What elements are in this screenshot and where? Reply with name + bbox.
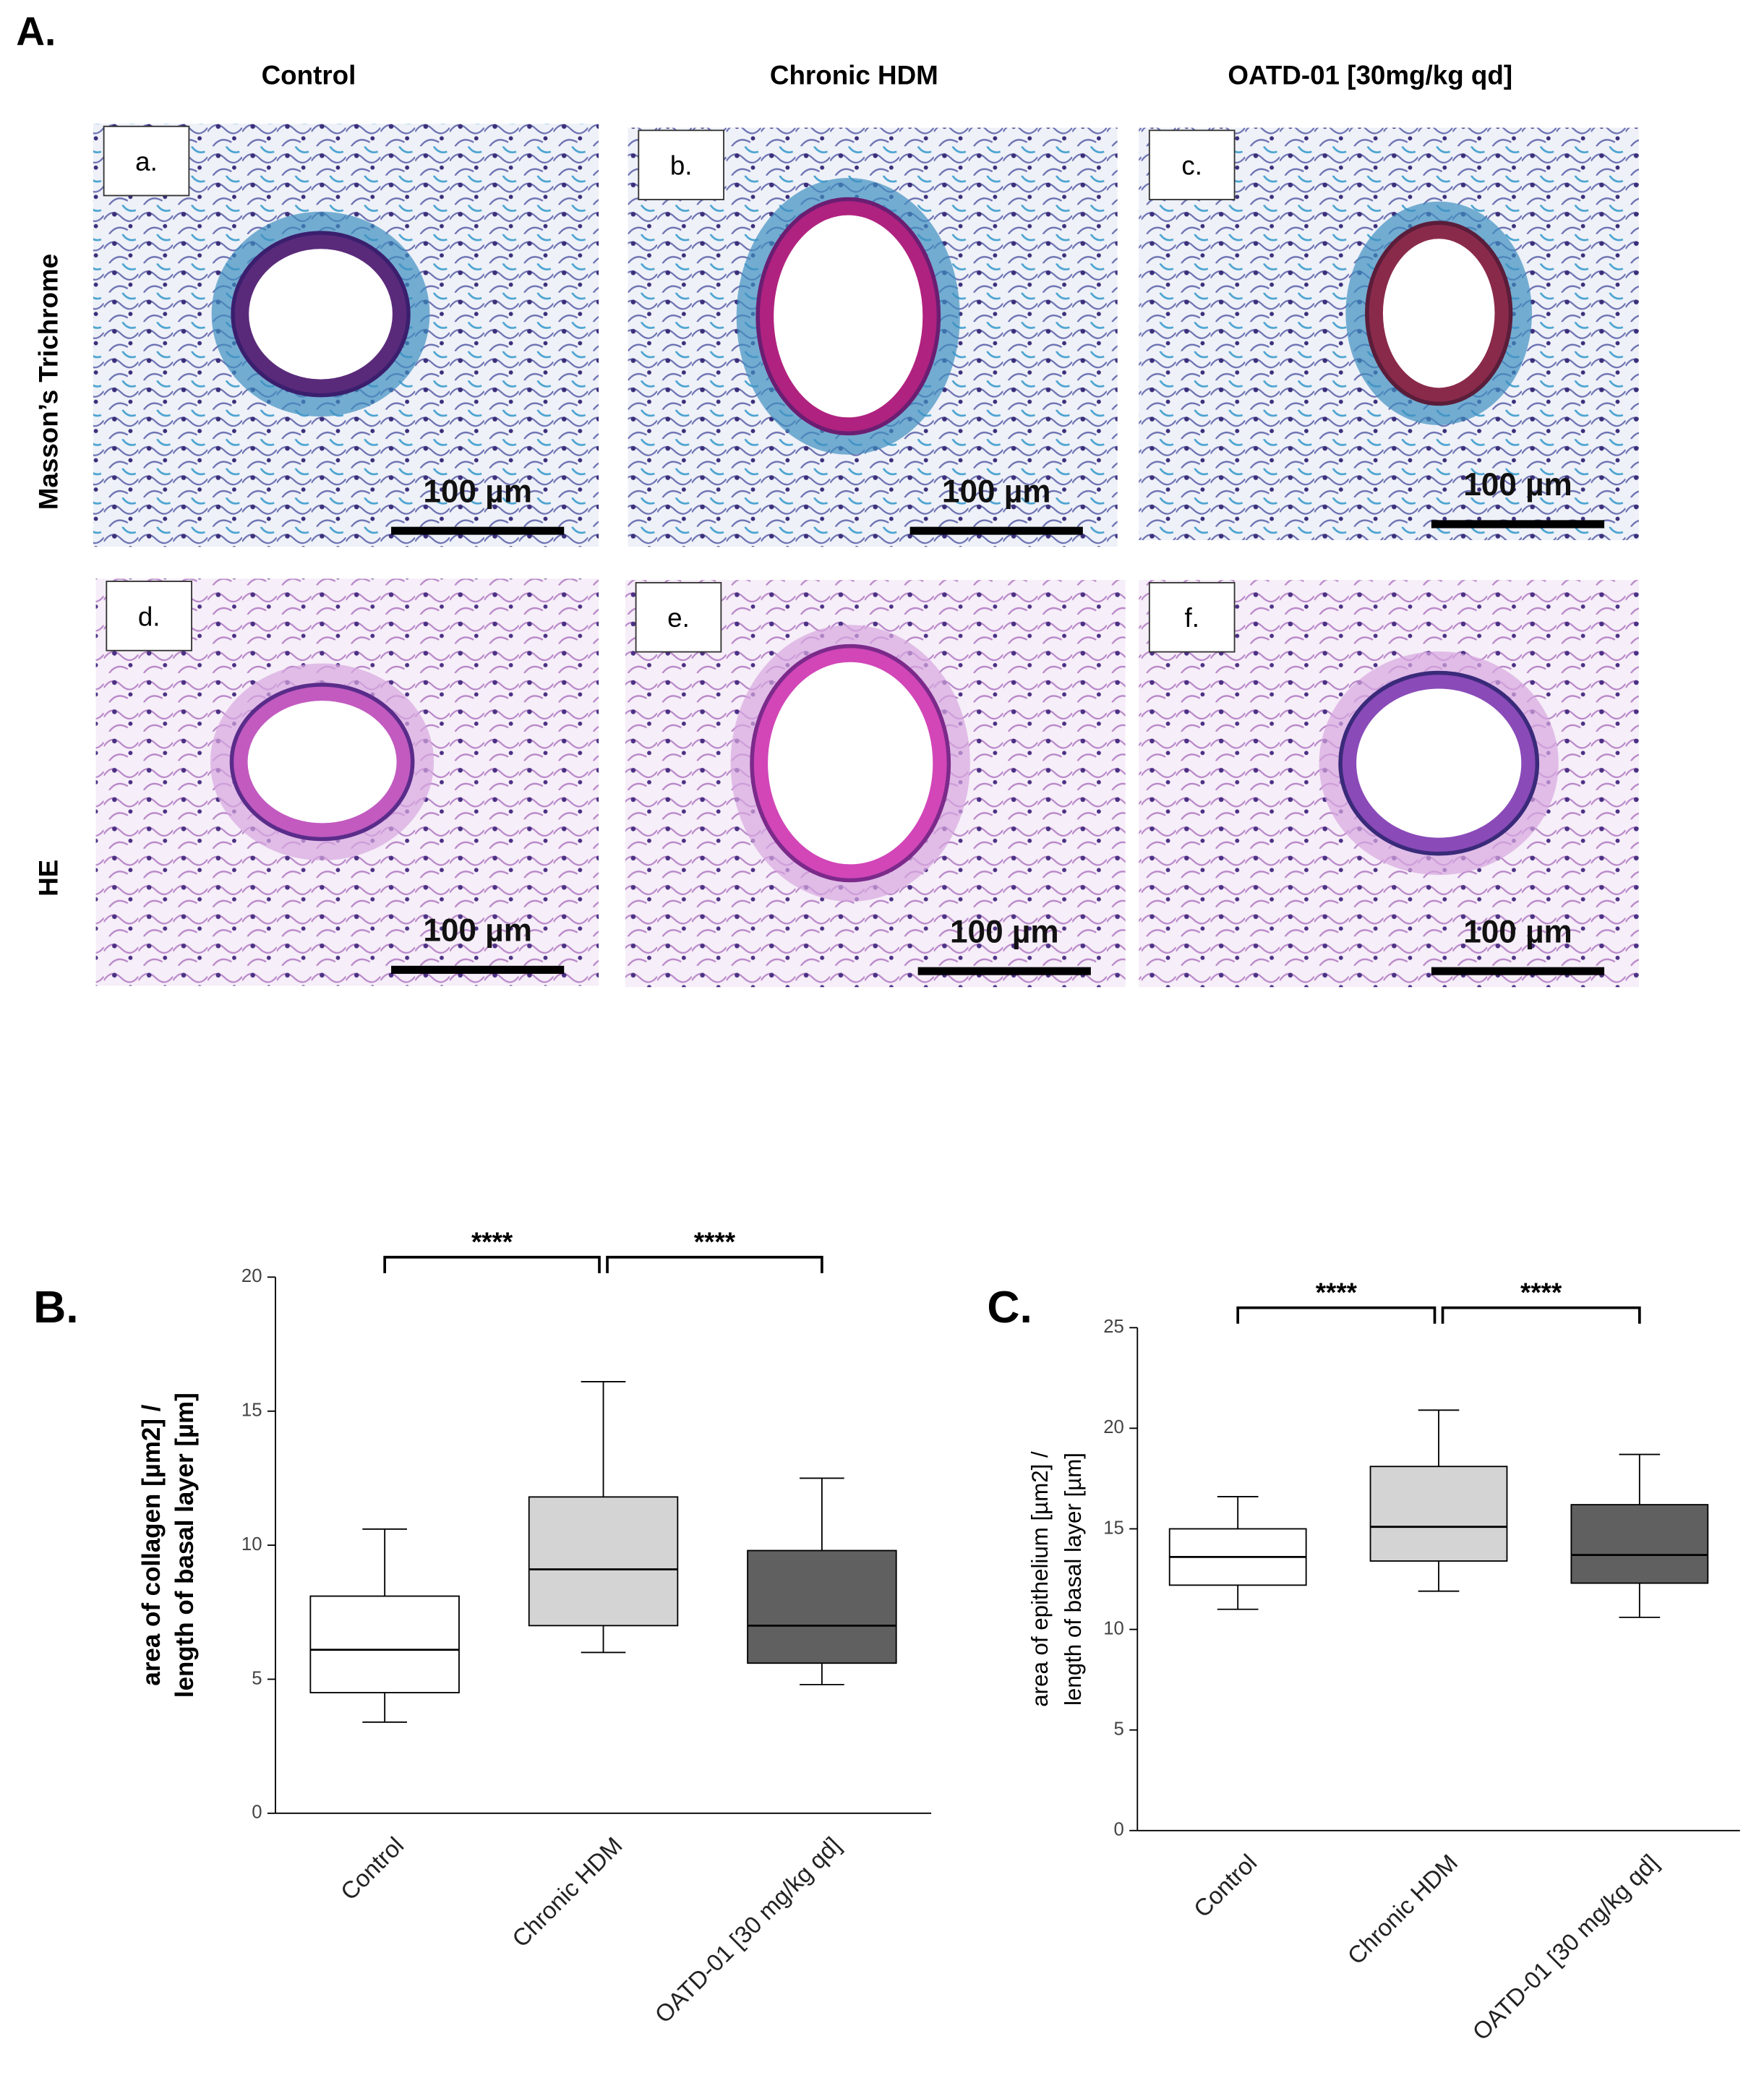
row-label: Masson’s Trichrome	[34, 254, 64, 510]
airway-epithelium	[1366, 223, 1511, 404]
box	[309, 1595, 460, 1693]
airway-wall	[1319, 651, 1559, 876]
significance-bracket	[1236, 1306, 1437, 1324]
airway-epithelium	[1340, 672, 1538, 854]
panel-a: A. Control Chronic HDM OATD-01 [30mg/kg qd]…	[16, 9, 1639, 988]
y-tick-label: 0	[252, 1803, 262, 1823]
panel-letter: b.	[670, 151, 693, 181]
histology-image: f. 100 µm	[1139, 580, 1639, 988]
airway-wall	[736, 178, 960, 455]
y-tick-label: 5	[1114, 1719, 1124, 1739]
panel-label: B.	[33, 1282, 79, 1333]
row-label: HE	[34, 860, 64, 897]
airway-wall	[211, 211, 430, 417]
scale-bar-label: 100 µm	[423, 912, 532, 948]
y-tick-label: 15	[1103, 1518, 1124, 1538]
x-tick-label: Chronic HDM	[1343, 1850, 1463, 1970]
column-title: Chronic HDM	[770, 60, 938, 90]
charts: B.area of collagen [µm2] / length of basa…	[33, 1227, 1740, 2046]
y-axis-label: length of basal layer [µm]	[171, 1393, 199, 1698]
box	[528, 1496, 679, 1627]
panel-letter-box	[638, 129, 724, 200]
x-tick-label: OATD-01 [30 mg/kg qd]	[1468, 1850, 1664, 2046]
significance-label: ****	[694, 1227, 736, 1257]
y-tick-label: 5	[252, 1668, 262, 1688]
box	[1570, 1504, 1709, 1584]
airway-basal	[750, 644, 951, 883]
histology-image: a. 100 µm	[93, 124, 599, 547]
y-tick-label: 20	[1103, 1417, 1124, 1437]
significance-bracket	[606, 1255, 823, 1273]
column-title: Control	[262, 60, 356, 90]
y-axis-label: area of collagen [µm2] /	[137, 1404, 166, 1685]
y-axis-label: length of basal layer [µm]	[1061, 1453, 1086, 1706]
y-tick-label: 10	[1103, 1618, 1124, 1638]
histology-image: c. 100 µm	[1139, 127, 1639, 541]
scale-bar-label: 100 µm	[950, 914, 1059, 949]
panel-letter-box	[103, 125, 190, 197]
x-tick-label: Chronic HDM	[508, 1832, 628, 1953]
column-title: OATD-01 [30mg/kg qd]	[1228, 60, 1512, 90]
panel-letter-box	[635, 581, 722, 653]
y-axis-label: area of epithelium [µm2] /	[1027, 1451, 1053, 1707]
airway-epithelium	[233, 233, 408, 395]
box-chart: B. area of collagen [µm2] / length of basa…	[33, 1227, 932, 2029]
scale-bar-label: 100 µm	[1463, 914, 1572, 949]
panel-letter-box	[106, 581, 192, 651]
histology-image: b. 100 µm	[628, 127, 1118, 547]
y-tick-label: 0	[1114, 1820, 1124, 1840]
panel-letter-box	[1148, 581, 1236, 653]
box	[1369, 1466, 1508, 1562]
box	[747, 1549, 897, 1664]
panel-label: A.	[16, 9, 56, 54]
panel-letter: c.	[1181, 151, 1202, 181]
histology-image: e. 100 µm	[625, 580, 1126, 988]
airway-wall	[210, 663, 434, 860]
airway-basal	[1338, 670, 1540, 856]
airway-wall	[1345, 201, 1532, 425]
panel-letter: a.	[135, 147, 158, 176]
y-tick-label: 10	[241, 1534, 262, 1555]
panel-letter-box	[1148, 129, 1236, 200]
scale-bar-label: 100 µm	[423, 474, 532, 509]
y-tick-label: 25	[1103, 1317, 1124, 1337]
significance-label: ****	[1316, 1278, 1358, 1307]
airway-epithelium	[231, 685, 413, 839]
airway-epithelium	[758, 199, 939, 434]
x-tick-label: Control	[1189, 1850, 1262, 1923]
airway-basal	[755, 197, 941, 436]
panel-letter: e.	[667, 603, 690, 633]
scale-bar-label: 100 µm	[942, 474, 1051, 509]
panel-letter: f.	[1184, 603, 1199, 633]
airway-basal	[1365, 221, 1513, 406]
scale-bar-label: 100 µm	[1463, 467, 1572, 503]
airway-wall	[730, 625, 970, 902]
airway-basal	[231, 231, 411, 398]
significance-label: ****	[471, 1227, 513, 1257]
y-tick-label: 15	[241, 1401, 262, 1421]
panel-label: C.	[987, 1282, 1032, 1333]
x-tick-label: Control	[335, 1832, 409, 1906]
significance-bracket	[383, 1255, 601, 1273]
y-tick-label: 20	[241, 1266, 262, 1286]
airway-basal	[229, 683, 415, 842]
box-chart: C. area of epithelium [µm2] / length of ba…	[987, 1278, 1740, 2046]
panel-letter: d.	[138, 602, 160, 631]
significance-label: ****	[1520, 1278, 1562, 1307]
significance-bracket	[1441, 1306, 1641, 1324]
histology-image: d. 100 µm	[95, 578, 599, 986]
airway-epithelium	[752, 646, 949, 881]
x-tick-label: OATD-01 [30 mg/kg qd]	[650, 1832, 847, 2029]
